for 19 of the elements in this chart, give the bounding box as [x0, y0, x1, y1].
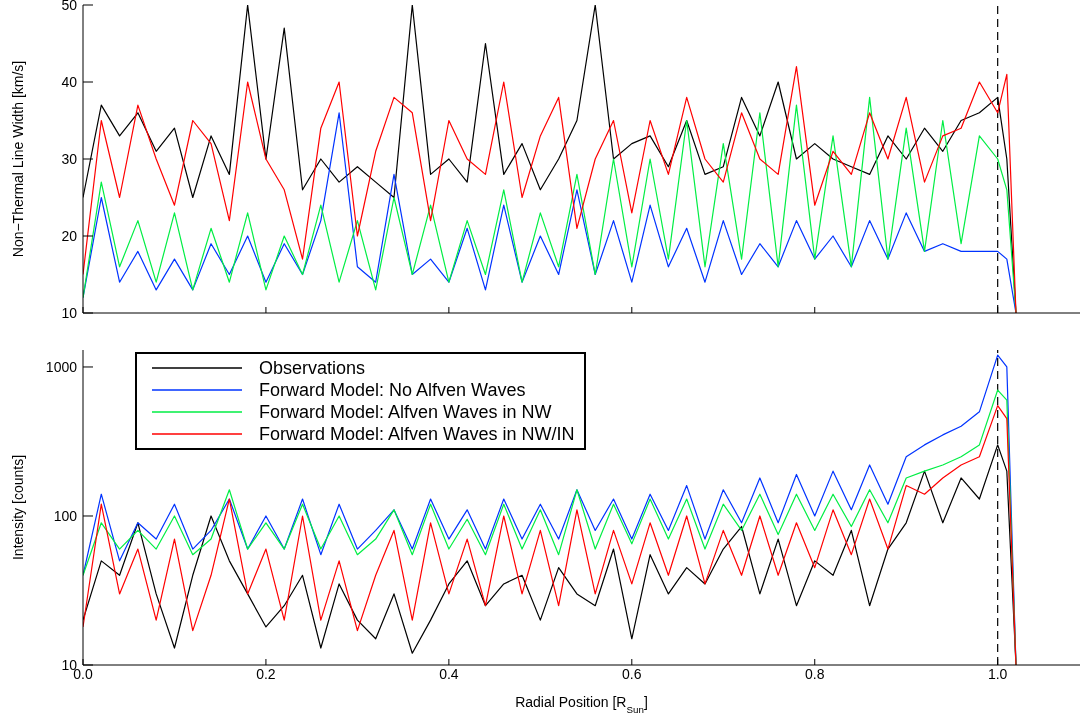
y-tick-label: 40	[61, 73, 78, 90]
y-tick-label: 20	[61, 227, 78, 244]
y-tick-label: 30	[61, 150, 78, 167]
y-tick-label: 1000	[45, 358, 78, 375]
x-tick-label: 0.6	[622, 665, 642, 682]
y-tick-label: 10	[61, 304, 78, 321]
y-tick-label: 100	[53, 507, 78, 524]
legend-label: Forward Model: Alfven Waves in NW/IN	[259, 423, 575, 445]
x-tick-label: 1.0	[987, 665, 1008, 682]
legend-label: Observations	[259, 357, 366, 379]
y-axis-title: Intensity [counts]	[9, 454, 26, 561]
x-tick-label: 0.2	[256, 665, 276, 682]
x-axis-title: Radial Position [R$_{Sun}$]	[515, 694, 648, 715]
y-tick-label: 50	[61, 0, 78, 13]
x-tick-label: 0.4	[439, 665, 459, 682]
y-axis-title: Non−Thermal Line Width [km/s]	[9, 60, 26, 258]
legend-label: Forward Model: Alfven Waves in NW	[259, 401, 552, 423]
x-tick-label: 0.8	[805, 665, 825, 682]
legend-label: Forward Model: No Alfven Waves	[259, 379, 526, 401]
